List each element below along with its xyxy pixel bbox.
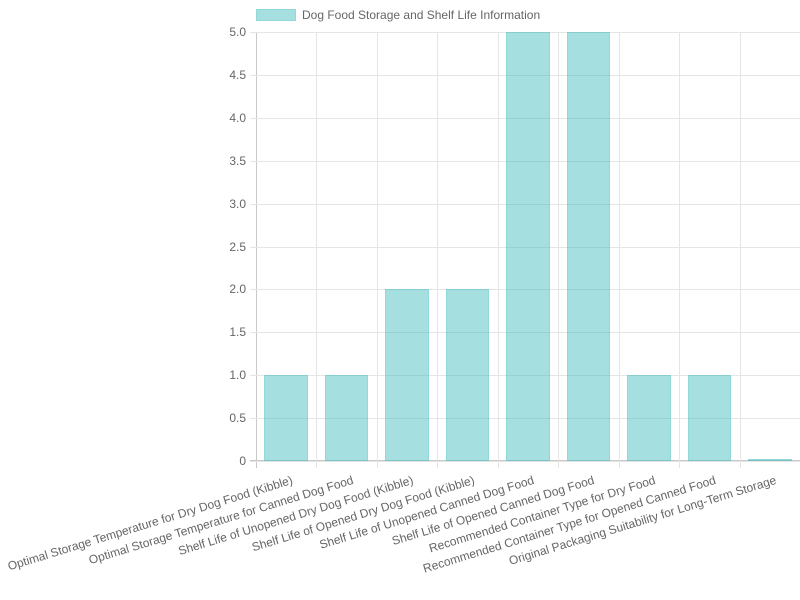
y-tick-label: 4.0: [229, 110, 246, 125]
bar[interactable]: [566, 32, 611, 461]
y-tick-label: 0.5: [229, 411, 246, 426]
bar[interactable]: [264, 375, 308, 461]
y-tick-label: 1.5: [229, 325, 246, 340]
y-tick-label: 4.5: [229, 67, 246, 82]
y-tick-label: 3.0: [229, 196, 246, 211]
y-tick-label: 5.0: [229, 25, 246, 39]
bar[interactable]: [687, 375, 732, 461]
bar[interactable]: [506, 32, 550, 461]
bar[interactable]: [385, 289, 429, 461]
plot-area: [250, 32, 800, 468]
y-tick-label: 3.5: [229, 153, 246, 168]
gridline-horizontal: [250, 461, 800, 462]
y-tick-label: 2.5: [229, 239, 246, 254]
bar[interactable]: [445, 289, 490, 461]
y-tick-label: 2.0: [229, 282, 246, 297]
legend-swatch: [256, 9, 296, 21]
bar[interactable]: [324, 375, 369, 461]
gridline-vertical: [437, 32, 439, 468]
gridline-vertical: [497, 32, 499, 468]
gridline-vertical: [618, 32, 620, 468]
gridline-vertical: [679, 32, 681, 468]
gridline-vertical: [739, 32, 741, 468]
gridline-vertical: [558, 32, 560, 468]
gridline-vertical: [316, 32, 318, 468]
chart-legend[interactable]: Dog Food Storage and Shelf Life Informat…: [256, 8, 540, 22]
y-tick-label: 0: [239, 454, 246, 468]
y-axis: [256, 32, 257, 468]
legend-label: Dog Food Storage and Shelf Life Informat…: [302, 8, 541, 22]
y-tick-label: 1.0: [229, 368, 246, 383]
bar[interactable]: [748, 459, 792, 461]
gridline-vertical: [376, 32, 378, 468]
bar[interactable]: [627, 375, 671, 461]
